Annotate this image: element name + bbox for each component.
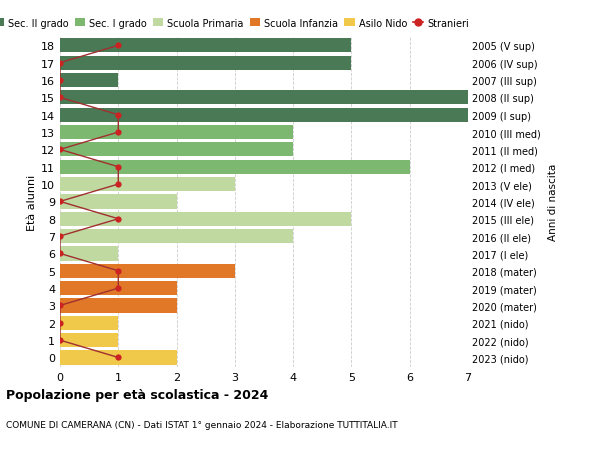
Text: COMUNE DI CAMERANA (CN) - Dati ISTAT 1° gennaio 2024 - Elaborazione TUTTITALIA.I: COMUNE DI CAMERANA (CN) - Dati ISTAT 1° …	[6, 420, 398, 429]
Bar	[60, 247, 118, 261]
Bar	[60, 264, 235, 278]
Bar	[60, 108, 468, 123]
Bar	[60, 230, 293, 244]
Bar	[60, 91, 468, 105]
Y-axis label: Anni di nascita: Anni di nascita	[548, 163, 558, 241]
Bar	[60, 195, 176, 209]
Bar	[60, 126, 293, 140]
Bar	[60, 212, 352, 226]
Bar	[60, 178, 235, 192]
Bar	[60, 351, 176, 365]
Bar	[60, 299, 176, 313]
Bar	[60, 316, 118, 330]
Bar	[60, 74, 118, 88]
Bar	[60, 160, 410, 174]
Bar	[60, 281, 176, 296]
Bar	[60, 333, 118, 347]
Bar	[60, 143, 293, 157]
Bar	[60, 56, 352, 71]
Text: Popolazione per età scolastica - 2024: Popolazione per età scolastica - 2024	[6, 388, 268, 401]
Bar	[60, 39, 352, 53]
Legend: Sec. II grado, Sec. I grado, Scuola Primaria, Scuola Infanzia, Asilo Nido, Stran: Sec. II grado, Sec. I grado, Scuola Prim…	[0, 18, 469, 28]
Y-axis label: Età alunni: Età alunni	[27, 174, 37, 230]
